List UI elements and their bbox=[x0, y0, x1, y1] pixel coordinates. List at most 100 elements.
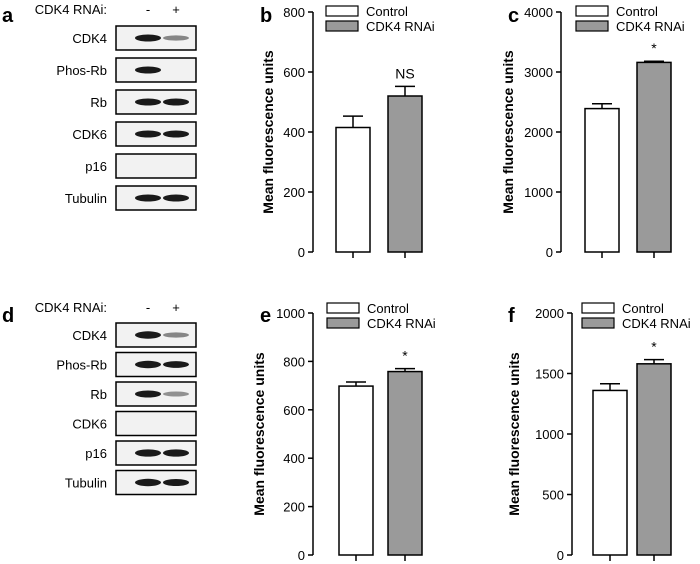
blot-band bbox=[163, 35, 189, 41]
legend-label: CDK4 RNAi bbox=[622, 316, 691, 331]
blot-row-label: CDK4 bbox=[72, 328, 107, 343]
y-axis-label: Mean fluorescence units bbox=[251, 352, 267, 516]
blot-panel-d: d CDK4 RNAi: - + CDK4 Phos-Rb Rb CDK6 p16 Tubulin bbox=[2, 300, 197, 496]
significance-label: * bbox=[651, 339, 657, 355]
y-tick-label: 200 bbox=[283, 185, 305, 200]
blot-band bbox=[135, 194, 161, 202]
legend-swatch-control bbox=[581, 302, 615, 314]
blot-row: p16 bbox=[85, 440, 197, 466]
significance-label: * bbox=[402, 348, 408, 364]
bar-cdk4-rnai bbox=[636, 363, 672, 556]
blot-band bbox=[135, 34, 161, 42]
blot-band bbox=[135, 390, 161, 398]
blot-band bbox=[163, 449, 189, 457]
blot-row: Phos-Rb bbox=[56, 351, 197, 378]
y-tick-label: 600 bbox=[283, 65, 305, 80]
panel-label-b: b bbox=[260, 5, 272, 27]
bar-control bbox=[592, 389, 628, 556]
panel-label-c: c bbox=[508, 5, 519, 27]
blot-band bbox=[163, 361, 189, 368]
y-tick-label: 1000 bbox=[276, 306, 305, 321]
legend-swatch-cdk4-rnai bbox=[326, 317, 360, 329]
y-tick-label: 2000 bbox=[524, 125, 553, 140]
lane-minus-label-a: - bbox=[146, 2, 150, 17]
blot-band bbox=[163, 332, 189, 338]
blot-row-label: CDK4 bbox=[72, 31, 107, 46]
bar-chart-e: e 0 200 400 600 800 1000 Mean fluorescence unit… bbox=[251, 301, 436, 563]
blot-row-label: p16 bbox=[85, 446, 107, 461]
bar-chart-f: f 0 500 1000 1500 2000 Mean fluorescence units… bbox=[506, 301, 691, 563]
y-tick-label: 400 bbox=[283, 451, 305, 466]
blot-row: p16 bbox=[85, 153, 197, 179]
blot-row-label: Rb bbox=[90, 387, 107, 402]
blot-row: CDK6 bbox=[72, 121, 197, 147]
legend-label: CDK4 RNAi bbox=[366, 19, 435, 34]
panel-label-a: a bbox=[2, 5, 14, 27]
y-tick-label: 800 bbox=[283, 5, 305, 20]
blot-band bbox=[135, 130, 161, 138]
blot-header-a: CDK4 RNAi: bbox=[35, 2, 107, 17]
bar-control bbox=[338, 385, 374, 556]
y-tick-label: 1000 bbox=[524, 185, 553, 200]
legend-swatch-control bbox=[575, 5, 609, 17]
blot-row: Tubulin bbox=[65, 185, 197, 211]
y-tick-label: 500 bbox=[542, 488, 564, 503]
panel-label-f: f bbox=[508, 305, 515, 327]
y-tick-label: 3000 bbox=[524, 65, 553, 80]
blot-box bbox=[115, 153, 197, 179]
significance-label: * bbox=[651, 40, 657, 56]
blot-band bbox=[163, 194, 189, 202]
lane-minus-label-d: - bbox=[146, 300, 150, 315]
blot-row: CDK4 bbox=[72, 322, 197, 348]
blot-band bbox=[163, 478, 189, 487]
y-tick-label: 400 bbox=[283, 125, 305, 140]
blot-band bbox=[135, 478, 161, 487]
blot-band bbox=[135, 331, 161, 339]
legend-label: CDK4 RNAi bbox=[616, 19, 685, 34]
legend-label: CDK4 RNAi bbox=[367, 316, 436, 331]
blot-row-label: Phos-Rb bbox=[56, 63, 107, 78]
blot-header-d: CDK4 RNAi: bbox=[35, 300, 107, 315]
bar-control bbox=[584, 107, 620, 253]
bar-chart-c: c 0 1000 2000 3000 4000 Mean fluorescence unit… bbox=[500, 4, 685, 260]
blot-row: Rb bbox=[90, 89, 197, 115]
legend-label: Control bbox=[622, 301, 664, 316]
legend-swatch-cdk4-rnai bbox=[581, 317, 615, 329]
blot-row-label: Tubulin bbox=[65, 476, 107, 491]
legend-label: Control bbox=[616, 4, 658, 19]
panel-label-d: d bbox=[2, 305, 14, 327]
blot-band bbox=[135, 66, 161, 74]
y-tick-label: 2000 bbox=[535, 306, 564, 321]
legend-swatch-cdk4-rnai bbox=[575, 20, 609, 32]
y-axis-label: Mean fluorescence units bbox=[260, 50, 276, 214]
lane-plus-label-d: + bbox=[172, 300, 180, 315]
y-axis-label: Mean fluorescence units bbox=[506, 352, 522, 516]
panel-label-e: e bbox=[260, 305, 271, 327]
blot-panel-a: a CDK4 RNAi: - + CDK4 Phos-Rb Rb CDK6 p16 Tubulin bbox=[2, 2, 197, 211]
legend-swatch-control bbox=[325, 5, 359, 17]
blot-row-label: Phos-Rb bbox=[56, 358, 107, 373]
legend-label: Control bbox=[366, 4, 408, 19]
blot-row: Phos-Rb bbox=[56, 57, 197, 83]
y-tick-label: 200 bbox=[283, 500, 305, 515]
y-tick-label: 0 bbox=[546, 245, 553, 260]
bar-control bbox=[335, 126, 371, 253]
y-tick-label: 1000 bbox=[535, 427, 564, 442]
y-tick-label: 0 bbox=[298, 548, 305, 563]
y-tick-label: 4000 bbox=[524, 5, 553, 20]
blot-band bbox=[163, 98, 189, 106]
significance-label: NS bbox=[395, 65, 414, 81]
blot-band bbox=[163, 130, 189, 138]
lane-plus-label-a: + bbox=[172, 2, 180, 17]
blot-box bbox=[115, 381, 197, 407]
legend-swatch-cdk4-rnai bbox=[325, 20, 359, 32]
blot-band bbox=[163, 391, 189, 397]
blot-row: Tubulin bbox=[65, 469, 197, 496]
blot-row: CDK6 bbox=[72, 410, 197, 437]
blot-row-label: CDK6 bbox=[72, 127, 107, 142]
blot-row: Rb bbox=[90, 381, 197, 407]
blot-row-label: p16 bbox=[85, 159, 107, 174]
blot-row: CDK4 bbox=[72, 25, 197, 51]
blot-band bbox=[135, 449, 161, 457]
